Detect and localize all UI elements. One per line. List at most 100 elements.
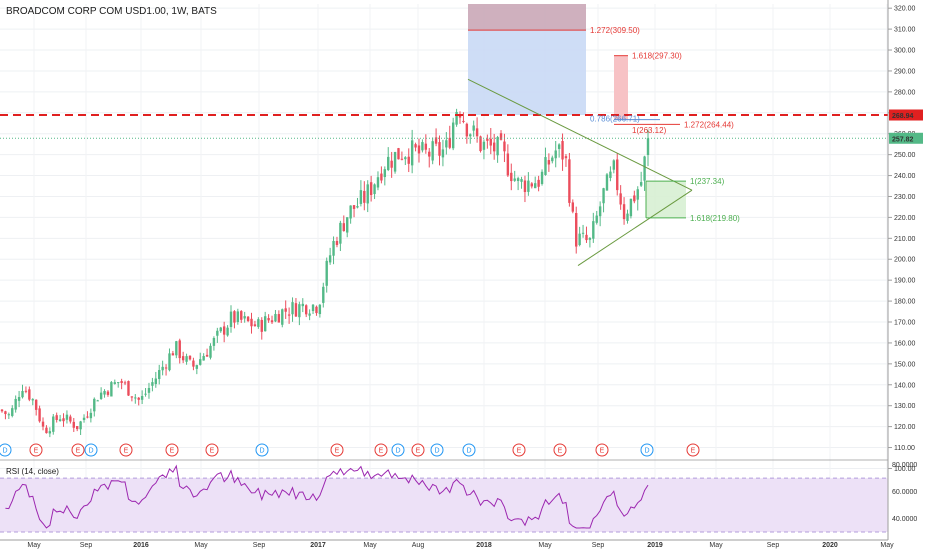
candle-body — [325, 260, 328, 286]
candle-body — [311, 304, 315, 312]
candle-body — [332, 240, 335, 256]
candle-body — [530, 183, 533, 187]
time-tick-label: May — [538, 542, 552, 549]
candle-body — [451, 122, 455, 149]
candle-body — [537, 179, 540, 187]
candle-body — [226, 327, 229, 336]
candle-body — [260, 319, 263, 332]
candle-body — [99, 392, 103, 399]
candle-body — [339, 222, 342, 244]
price-tick-label: 310.00 — [894, 27, 916, 34]
candle-body — [335, 240, 339, 245]
candle-body — [629, 198, 633, 217]
price-axis-background — [888, 0, 932, 550]
price-label-text: 257.82 — [892, 136, 914, 143]
price-tick-label: 180.00 — [894, 299, 916, 306]
event-marker-dividend — [391, 443, 405, 457]
event-marker-label: E — [691, 448, 696, 455]
candle-body — [106, 391, 110, 395]
candle-body — [561, 141, 564, 160]
candle-body — [219, 327, 222, 332]
projection-box-top — [468, 4, 586, 31]
event-marker-label: E — [210, 448, 215, 455]
candle-body — [240, 311, 243, 320]
candle-body — [407, 156, 410, 164]
event-marker-dividend — [640, 443, 654, 457]
time-tick-label: Aug — [412, 542, 425, 549]
candle-body — [298, 304, 301, 318]
event-marker-earnings — [411, 443, 425, 457]
candle-body — [41, 421, 45, 427]
candle-body — [417, 145, 421, 154]
event-marker-label: E — [76, 448, 81, 455]
candle-body — [496, 137, 499, 156]
candle-body — [171, 353, 175, 356]
candle-body — [195, 365, 199, 369]
candle-body — [305, 305, 308, 315]
candle-body — [619, 193, 622, 205]
event-marker-dividend — [430, 443, 444, 457]
candle-body — [581, 232, 585, 234]
candle-body — [151, 382, 154, 386]
candle-body — [421, 142, 424, 151]
candle-body — [147, 387, 151, 393]
rsi-pane — [0, 459, 888, 533]
candle-body — [578, 233, 581, 246]
candle-body — [82, 417, 86, 420]
time-axis[interactable]: May Sep 2016 May Sep 2017 May Aug 2018 May Sep 2019… — [0, 539, 894, 549]
price-tick-label: 200.00 — [894, 257, 916, 264]
candle-body — [284, 308, 287, 312]
time-tick-label: May — [194, 542, 208, 549]
price-axis[interactable]: 320.00310.00300.00290.00280.00270.00260.… — [887, 0, 932, 550]
candle-body — [294, 303, 298, 317]
event-marker-dividend — [84, 443, 98, 457]
price-tick-label: 240.00 — [894, 173, 916, 180]
fib-annotation-label: 1(263.12) — [632, 126, 667, 135]
price-tick-label: 220.00 — [894, 215, 916, 222]
rsi-tick-label: 60.0000 — [892, 489, 917, 496]
candle-body — [257, 319, 260, 327]
candle-body — [48, 431, 52, 434]
candle-body — [216, 330, 219, 336]
rsi-title: RSI (14, close) — [6, 467, 59, 476]
candle-body — [554, 150, 557, 159]
triangle-upper-line — [467, 78, 693, 191]
candle-body — [168, 353, 171, 371]
candle-body — [404, 157, 407, 160]
candle-body — [513, 178, 516, 181]
candle-body — [123, 382, 127, 384]
event-marker-label: E — [379, 448, 384, 455]
fib-annotation-label: 1.272(309.50) — [590, 26, 640, 35]
candle-body — [592, 221, 595, 239]
event-marker-label: E — [517, 448, 522, 455]
candle-body — [17, 397, 21, 401]
event-marker-dividend — [0, 443, 12, 457]
projection-boxes — [468, 4, 686, 218]
candle-body — [359, 190, 363, 204]
fib-annotation-label: 0.786(266.71) — [590, 115, 640, 124]
candle-body — [236, 311, 240, 323]
event-marker-label: D — [2, 448, 7, 455]
candle-body — [489, 138, 492, 146]
rsi-line — [5, 464, 649, 529]
event-marker-earnings — [595, 443, 609, 457]
candle-body — [11, 408, 14, 416]
candle-body — [263, 316, 267, 332]
event-marker-label: E — [170, 448, 175, 455]
event-marker-earnings — [165, 443, 179, 457]
candle-body — [400, 158, 404, 160]
candle-body — [164, 367, 168, 369]
candle-body — [45, 427, 48, 434]
candle-body — [270, 320, 274, 323]
candle-body — [455, 111, 458, 125]
candle-body — [472, 125, 475, 131]
candle-body — [510, 172, 513, 182]
candle-body — [127, 381, 130, 396]
candle-body — [4, 411, 7, 415]
time-tick-label: 2018 — [476, 542, 492, 549]
candle-body — [441, 149, 445, 158]
candle-body — [609, 171, 612, 178]
candle-body — [438, 142, 441, 156]
candle-body — [55, 415, 58, 420]
